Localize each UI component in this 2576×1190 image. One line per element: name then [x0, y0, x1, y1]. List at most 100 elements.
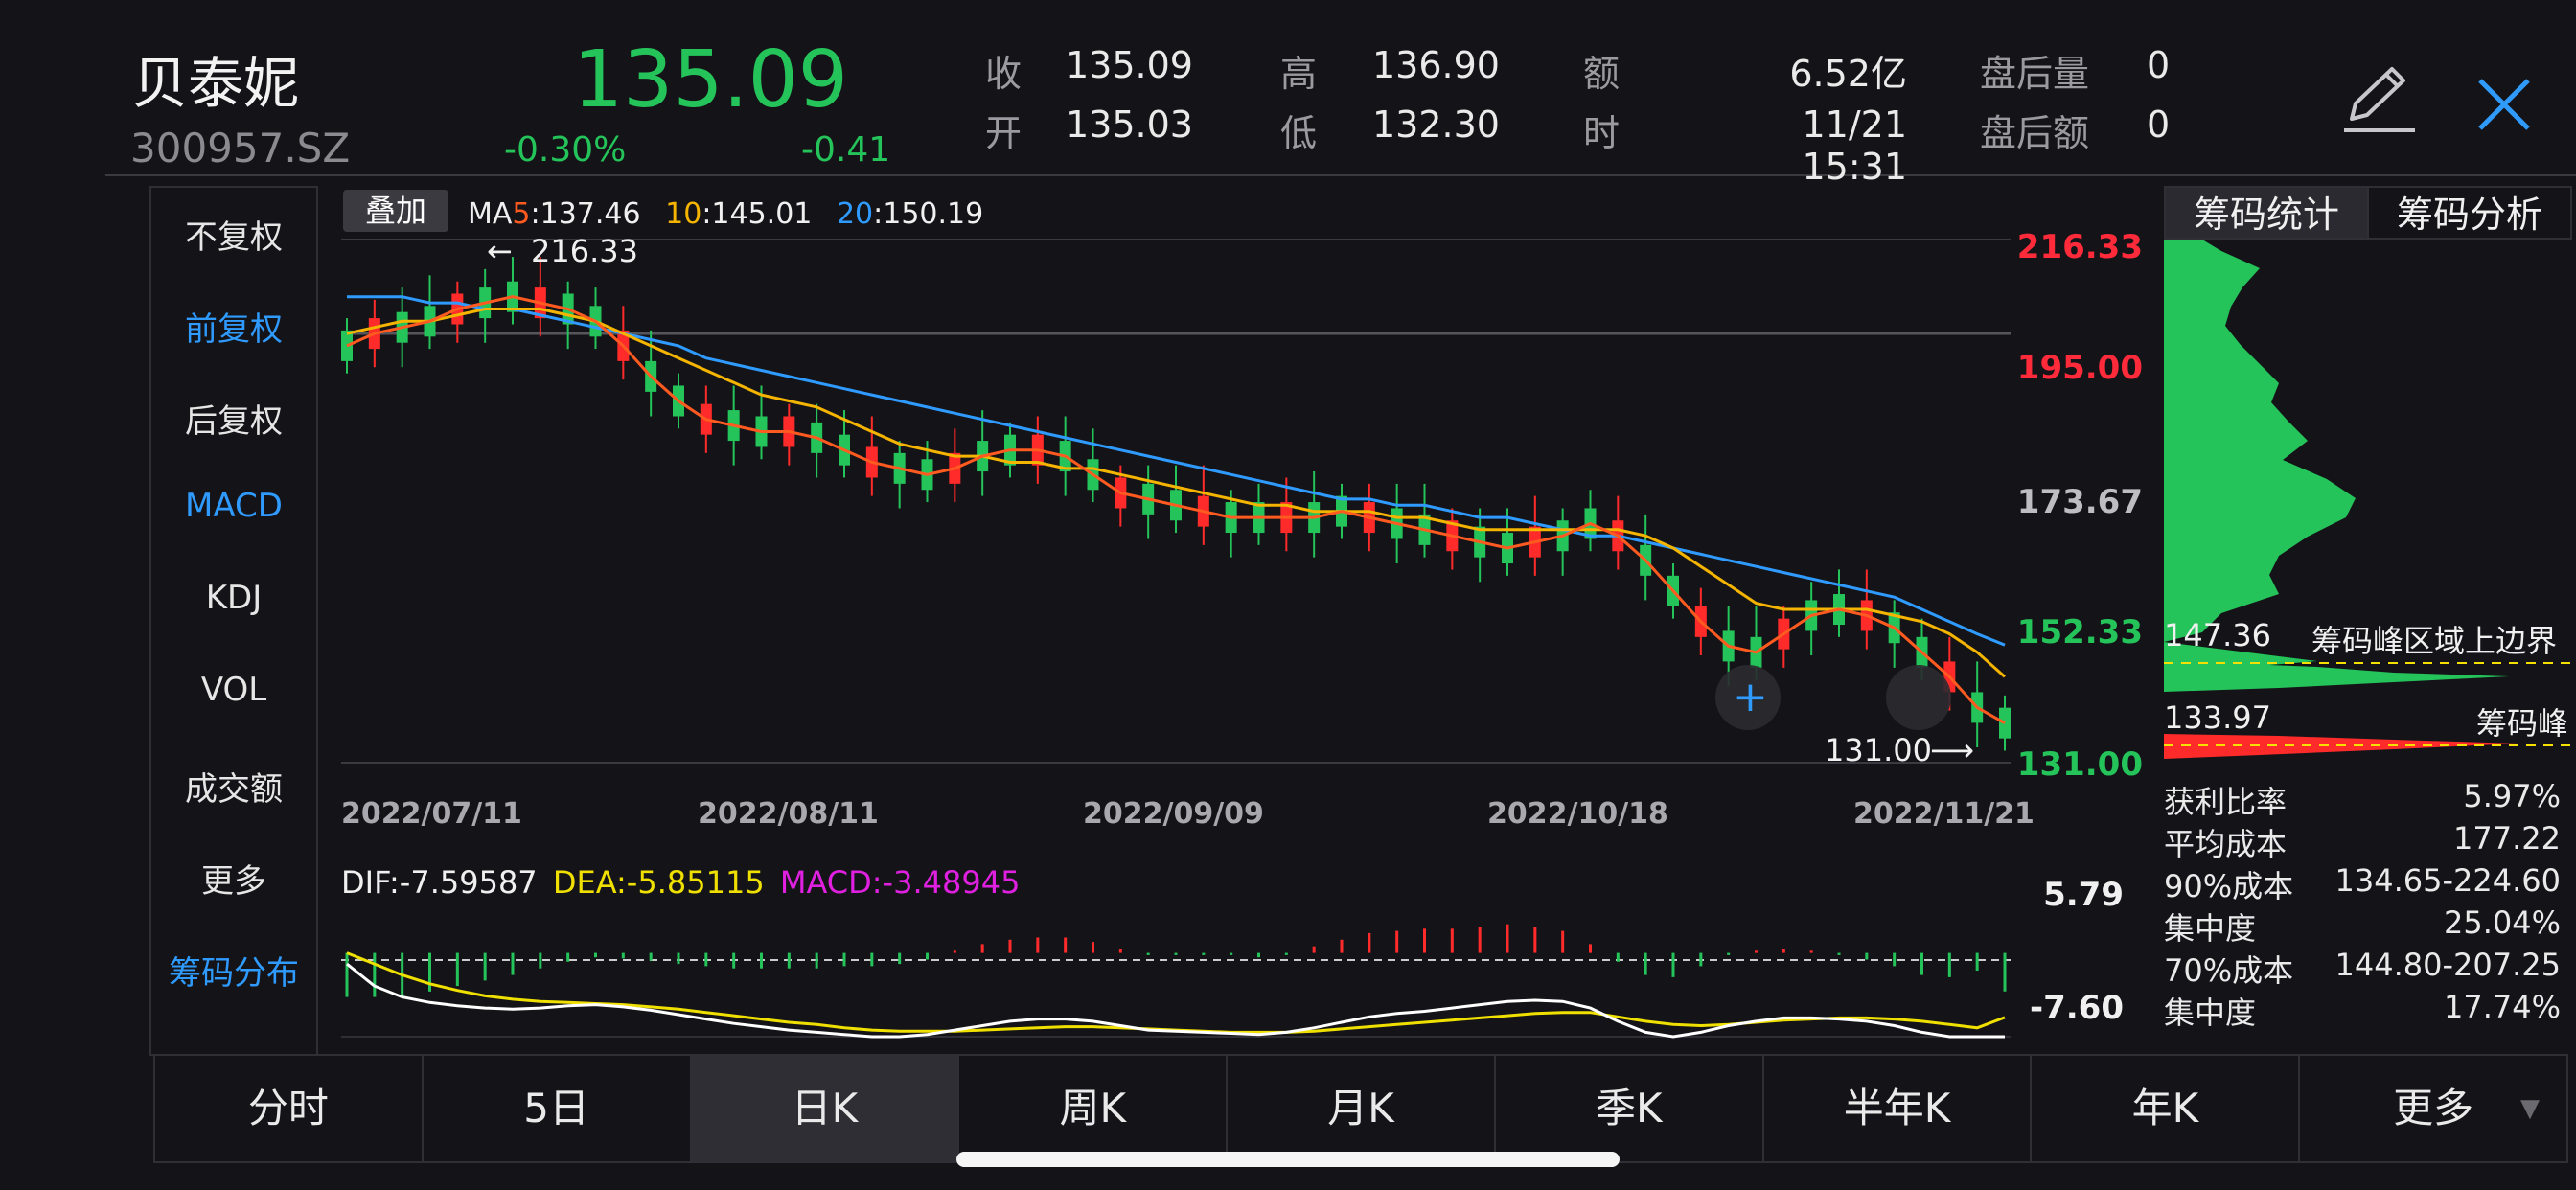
price-axis-label-4: 152.33 — [2016, 613, 2143, 652]
stat-label-after-amount: 盘后额 — [1980, 112, 2090, 154]
chip-upper-label: 筹码峰区域上边界 — [2312, 623, 2558, 659]
ma-legend: MA5:137.46 10:145.01 20:150.19 — [468, 197, 983, 231]
macd-legend: DIF:-7.59587 DEA:-5.85115 MACD:-3.48945 — [341, 864, 1020, 901]
stat-value-time: 11/21 15:31 — [1802, 103, 1907, 188]
edit-icon[interactable] — [2338, 63, 2421, 136]
ma20-key: 20 — [836, 197, 874, 231]
menu-item-kdj[interactable]: KDJ — [205, 579, 263, 617]
candlestick-chart[interactable]: ← 216.33 131.00 ⟶ + — [0, 0, 2576, 1054]
change-percent: -0.30% — [504, 130, 627, 170]
crosshair-marker-1[interactable] — [1715, 665, 1781, 730]
stat-value-high: 136.90 — [1372, 44, 1500, 86]
menu-item-macd[interactable]: MACD — [185, 487, 283, 525]
price-axis-label-1: 216.33 — [2016, 228, 2143, 266]
chip-stat-value: 134.65-224.60 — [2334, 862, 2561, 899]
chip-stat-label: 集中度 — [2164, 910, 2257, 947]
stat-value-low: 132.30 — [1372, 103, 1500, 146]
tab-chip-stats[interactable]: 筹码统计 — [2164, 186, 2369, 240]
chip-stat-label: 70%成本 — [2164, 952, 2294, 989]
tab-more-label: 更多 — [2393, 1085, 2474, 1132]
stat-label-time: 时 — [1583, 112, 1621, 154]
menu-item-no-adjust[interactable]: 不复权 — [185, 218, 283, 257]
chip-stat-value: 25.04% — [2443, 904, 2561, 941]
ma10-value: :145.01 — [702, 197, 813, 231]
chip-distribution-chart — [2164, 240, 2576, 759]
macd-axis-top: 5.79 — [2043, 876, 2124, 914]
chip-stat-concentration-90: 集中度 25.04% — [2164, 904, 2561, 949]
tab-5day[interactable]: 5日 — [424, 1056, 692, 1161]
stat-value-open: 135.03 — [1066, 103, 1193, 146]
chip-peak-label: 筹码峰 — [2476, 705, 2569, 742]
chip-stat-label: 平均成本 — [2164, 826, 2288, 862]
chip-peak-price: 133.97 — [2164, 699, 2271, 736]
date-label-4: 2022/10/18 — [1487, 797, 1668, 831]
low-annotation-arrow: ⟶ — [1930, 732, 1974, 768]
dif-legend: DIF:-7.59587 — [341, 864, 538, 901]
chevron-down-icon: ▼ — [2520, 1094, 2541, 1123]
ma10-line — [346, 308, 2006, 678]
home-indicator — [956, 1152, 1620, 1167]
close-icon[interactable] — [2474, 75, 2534, 134]
left-menu: 不复权 前复权 后复权 MACD KDJ VOL 成交额 更多 筹码分布 — [150, 186, 318, 1056]
chip-stat-label: 集中度 — [2164, 995, 2257, 1031]
ma5-line — [346, 295, 2006, 725]
chip-stat-label: 90%成本 — [2164, 868, 2294, 904]
stat-label-low: 低 — [1280, 112, 1318, 154]
dif-line — [346, 962, 2005, 1039]
tab-more[interactable]: 更多 ▼ — [2300, 1056, 2566, 1161]
stat-label-amount: 额 — [1583, 53, 1621, 95]
tab-monthly-k[interactable]: 月K — [1228, 1056, 1496, 1161]
current-price: 135.09 — [573, 34, 848, 126]
menu-item-vol[interactable]: VOL — [200, 671, 267, 709]
price-axis-label-2: 195.00 — [2016, 349, 2143, 387]
stat-value-after-amount: 0 — [2147, 103, 2171, 146]
menu-item-chip-distribution[interactable]: 筹码分布 — [169, 954, 299, 993]
crosshair-plus-icon[interactable]: + — [1733, 673, 1768, 721]
price-axis-label-5: 131.00 — [2016, 745, 2143, 784]
header-divider — [105, 174, 2576, 176]
low-annotation: 131.00 — [1825, 732, 1932, 768]
chip-stat-90-cost: 90%成本 134.65-224.60 — [2164, 862, 2561, 906]
menu-item-turnover[interactable]: 成交额 — [185, 770, 283, 809]
overlay-button[interactable]: 叠加 — [343, 190, 448, 232]
chip-stat-concentration-70: 集中度 17.74% — [2164, 989, 2561, 1033]
macd-axis-bottom: -7.60 — [2030, 989, 2124, 1027]
chip-upper-price: 147.36 — [2164, 617, 2271, 653]
tab-weekly-k[interactable]: 周K — [959, 1056, 1229, 1161]
stock-name: 贝泰妮 — [132, 51, 300, 116]
tab-yearly-k[interactable]: 年K — [2032, 1056, 2301, 1161]
date-label-3: 2022/09/09 — [1083, 797, 1264, 831]
menu-item-forward-adjust[interactable]: 前复权 — [185, 310, 283, 349]
stock-code: 300957.SZ — [130, 125, 351, 172]
high-annotation: 216.33 — [531, 233, 638, 269]
tab-quarterly-k[interactable]: 季K — [1496, 1056, 1764, 1161]
stat-label-after-volume: 盘后量 — [1980, 53, 2090, 95]
ma-lines-group — [346, 295, 2006, 725]
ma10-key: 10 — [665, 197, 702, 231]
chip-stat-profit-ratio: 获利比率 5.97% — [2164, 778, 2561, 822]
menu-item-more[interactable]: 更多 — [201, 862, 266, 901]
high-annotation-arrow: ← — [487, 233, 513, 269]
ma5-value: :137.46 — [530, 197, 641, 231]
tab-intraday[interactable]: 分时 — [155, 1056, 424, 1161]
ma5-key: 5 — [512, 197, 531, 231]
chip-stat-70-cost: 70%成本 144.80-207.25 — [2164, 947, 2561, 991]
tab-chip-analysis[interactable]: 筹码分析 — [2367, 186, 2572, 240]
date-label-2: 2022/08/11 — [698, 797, 879, 831]
menu-item-backward-adjust[interactable]: 后复权 — [185, 402, 283, 441]
chip-stat-value: 17.74% — [2443, 989, 2561, 1025]
price-axis-label-3: 173.67 — [2016, 483, 2143, 521]
macd-lines-group — [346, 951, 2006, 1039]
tab-daily-k[interactable]: 日K — [691, 1056, 960, 1161]
dea-legend: DEA:-5.85115 — [552, 864, 765, 901]
ma20-value: :150.19 — [873, 197, 984, 231]
stat-value-amount: 6.52亿 — [1789, 53, 1907, 95]
tab-half-year-k[interactable]: 半年K — [1764, 1056, 2033, 1161]
crosshair-marker-2[interactable] — [1886, 665, 1951, 730]
stat-label-open: 开 — [985, 112, 1023, 154]
period-tabs: 分时 5日 日K 周K 月K 季K 半年K 年K 更多 ▼ — [153, 1054, 2568, 1163]
change-amount: -0.41 — [801, 130, 891, 170]
date-label-5: 2022/11/21 — [1853, 797, 2035, 831]
stat-label-high: 高 — [1280, 53, 1318, 95]
stat-value-after-volume: 0 — [2147, 44, 2171, 86]
